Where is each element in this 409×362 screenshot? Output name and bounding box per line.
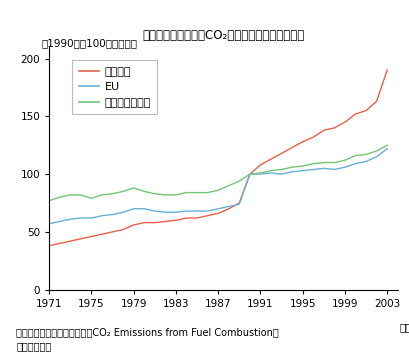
- Text: （年）: （年）: [399, 322, 409, 332]
- Legend: 東アジア, EU, アメリカ合衆国: 東アジア, EU, アメリカ合衆国: [72, 60, 157, 114]
- Title: 国内運輸部門からのCO₂排出量の推移（地域別）: 国内運輸部門からのCO₂排出量の推移（地域別）: [142, 29, 304, 42]
- Text: （1990年を100とした値）: （1990年を100とした値）: [41, 38, 137, 48]
- Text: 資料）国際エネルギー機関「CO₂ Emissions from Fuel Combustion」
　　より作成: 資料）国際エネルギー機関「CO₂ Emissions from Fuel Com…: [16, 327, 279, 351]
